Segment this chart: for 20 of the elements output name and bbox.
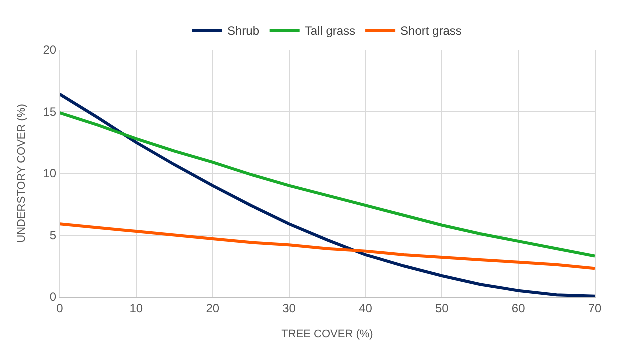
x-tick-label: 60 [512, 301, 526, 316]
x-tick-label: 10 [130, 301, 144, 316]
line-series [60, 222, 595, 270]
line-series [60, 92, 595, 297]
x-tick-label: 30 [282, 301, 296, 316]
line-series [60, 111, 595, 258]
y-axis-title: UNDERSTORY COVER (%) [16, 104, 28, 243]
legend-label: Short grass [400, 24, 462, 38]
x-tick-label: 70 [588, 301, 602, 316]
y-tick-label: 5 [50, 228, 57, 242]
x-axis-title: TREE COVER (%) [282, 328, 374, 341]
x-tick-label: 40 [359, 301, 373, 316]
y-tick-label: 10 [43, 166, 57, 181]
y-tick-label: 0 [50, 290, 57, 304]
x-tick-label: 20 [206, 301, 220, 316]
y-tick-label: 20 [43, 43, 57, 58]
legend-label: Tall grass [304, 24, 356, 38]
x-tick-label: 50 [435, 301, 450, 316]
legend-label: Shrub [228, 24, 260, 38]
y-tick-label: 15 [43, 104, 57, 119]
